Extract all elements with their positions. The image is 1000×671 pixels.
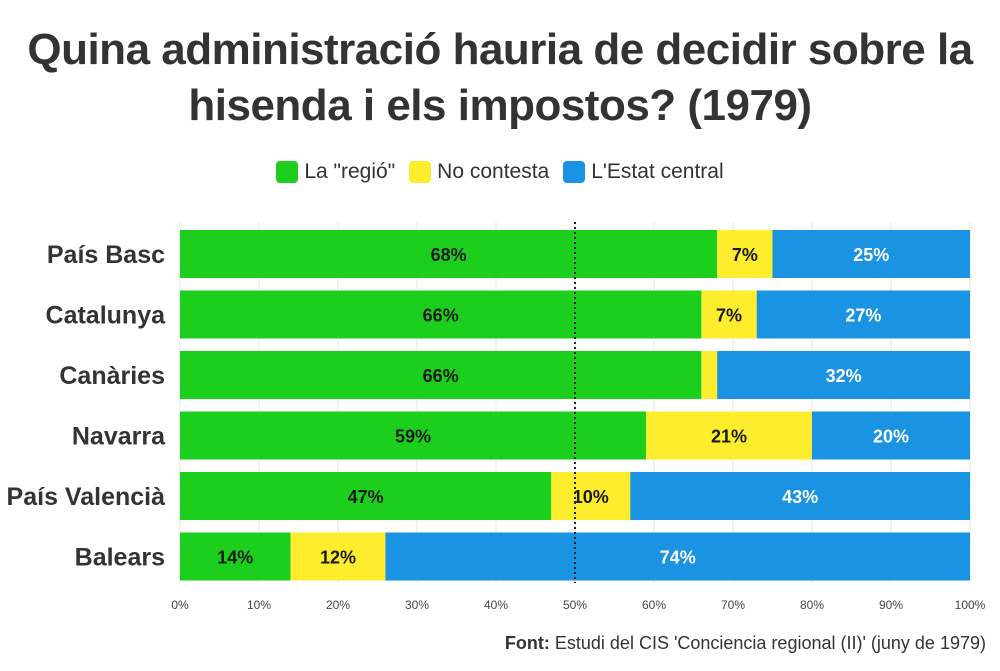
- x-tick-label: 60%: [642, 598, 666, 612]
- legend-label-no-contesta: No contesta: [437, 160, 550, 183]
- bar-segment: [756, 290, 970, 339]
- x-tick-label: 80%: [800, 598, 824, 612]
- bar-segment: [717, 351, 970, 399]
- bar-segment: [180, 351, 702, 399]
- category-label: Navarra: [72, 423, 166, 451]
- legend-label-estat-central: L'Estat central: [591, 160, 724, 183]
- x-tick-label: 50%: [563, 598, 587, 612]
- data-label: 66%: [423, 366, 459, 386]
- source-note: Font: Estudi del CIS 'Conciencia regiona…: [505, 633, 986, 654]
- legend-item-no-contesta: No contesta: [409, 160, 549, 184]
- x-tick-label: 10%: [247, 598, 271, 612]
- bar-segment: [717, 230, 773, 278]
- data-label: 59%: [395, 427, 431, 447]
- x-tick-label: 90%: [879, 598, 903, 612]
- bar-segment: [701, 290, 757, 339]
- x-tick-label: 40%: [484, 598, 508, 612]
- data-label: 43%: [782, 487, 818, 507]
- category-label: Balears: [75, 544, 165, 572]
- bar-segment: [180, 290, 702, 339]
- bar-segment: [646, 411, 812, 460]
- data-label: 47%: [348, 487, 384, 507]
- bar-segment: [630, 472, 970, 520]
- x-tick-label: 20%: [326, 598, 350, 612]
- data-label: 14%: [217, 548, 253, 568]
- data-label: 7%: [716, 306, 742, 326]
- bar-segment: [551, 472, 631, 520]
- x-tick-label: 70%: [721, 598, 745, 612]
- bar-segment: [812, 411, 970, 460]
- category-label: País Valencià: [7, 483, 166, 511]
- chart-title-line-2: hisenda i els impostos? (1979): [188, 81, 812, 130]
- data-label: 25%: [853, 245, 889, 265]
- source-text: Estudi del CIS 'Conciencia regional (II)…: [554, 633, 986, 653]
- legend-item-regio: La "regió": [276, 160, 395, 184]
- x-tick-label: 30%: [405, 598, 429, 612]
- chart-title: Quina administració hauria de decidir so…: [0, 22, 1000, 134]
- data-label: 12%: [320, 548, 356, 568]
- data-label: 27%: [845, 306, 881, 326]
- bar-segment: [701, 351, 718, 399]
- data-label: 21%: [711, 427, 747, 447]
- data-label: 10%: [573, 487, 609, 507]
- data-label: 32%: [826, 366, 862, 386]
- data-label: 68%: [431, 245, 467, 265]
- legend-swatch-regio: [276, 161, 299, 183]
- bar-segment: [180, 532, 291, 581]
- bar-segment: [180, 411, 647, 460]
- legend-item-estat-central: L'Estat central: [563, 160, 724, 184]
- bar-segment: [180, 472, 552, 520]
- data-label: 66%: [423, 306, 459, 326]
- chart-title-line-1: Quina administració hauria de decidir so…: [27, 25, 973, 74]
- bar-segment: [180, 230, 718, 278]
- category-label: Catalunya: [46, 302, 167, 330]
- legend: La "regió" No contesta L'Estat central: [0, 160, 1000, 184]
- category-label: Canàries: [59, 362, 165, 390]
- data-label: 74%: [660, 548, 696, 568]
- bar-segment: [290, 532, 386, 581]
- category-label: País Basc: [47, 241, 165, 269]
- legend-label-regio: La "regió": [304, 160, 396, 183]
- bar-segment: [385, 532, 970, 581]
- x-tick-label: 100%: [955, 598, 986, 612]
- bar-segment: [772, 230, 970, 278]
- x-tick-label: 0%: [171, 598, 189, 612]
- data-label: 7%: [732, 245, 758, 265]
- data-label: 20%: [873, 427, 909, 447]
- source-label: Font:: [504, 633, 550, 653]
- legend-swatch-estat-central: [563, 161, 586, 183]
- legend-swatch-no-contesta: [409, 161, 432, 183]
